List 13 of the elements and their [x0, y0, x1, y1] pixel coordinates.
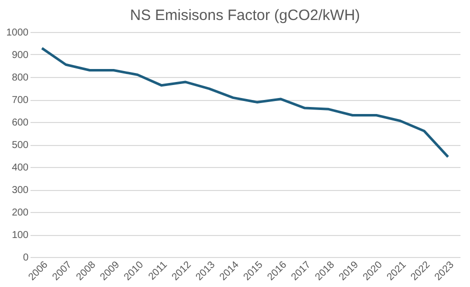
y-tick-label: 700 [12, 95, 29, 106]
y-tick-label: 500 [12, 140, 29, 151]
y-tick-label: 0 [22, 252, 29, 264]
y-tick-label: 300 [12, 185, 29, 196]
y-tick-label: 900 [12, 50, 29, 61]
y-tick-label: 400 [12, 162, 29, 174]
chart-title: NS Emisisons Factor (gCO2/kWH) [130, 7, 360, 24]
y-tick-label: 100 [12, 230, 29, 241]
y-tick-label: 800 [12, 72, 29, 84]
y-tick-label: 200 [12, 208, 29, 218]
line-series [40, 46, 450, 158]
y-tick-label: 1000 [6, 28, 29, 38]
y-tick-label: 600 [12, 118, 29, 128]
